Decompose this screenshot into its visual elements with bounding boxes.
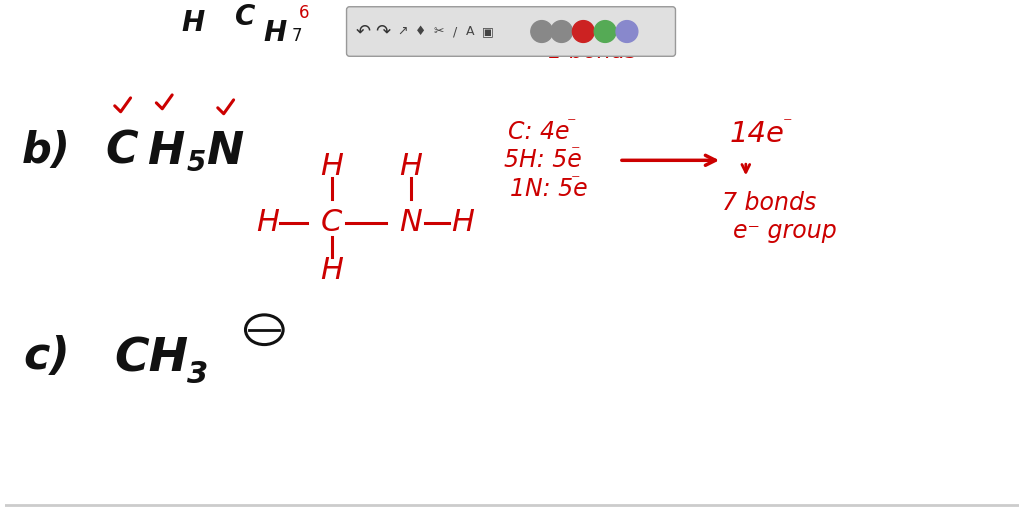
Text: N: N [399, 208, 422, 237]
Text: H: H [146, 130, 184, 173]
Circle shape [551, 21, 572, 43]
Circle shape [594, 21, 616, 43]
Text: ⁻: ⁻ [570, 143, 580, 161]
Text: H: H [256, 208, 279, 237]
Text: 7 bonds: 7 bonds [722, 191, 816, 215]
Text: e⁻ group: e⁻ group [733, 218, 837, 243]
Circle shape [530, 21, 553, 43]
Text: N: N [206, 130, 244, 173]
Text: 5: 5 [186, 149, 206, 177]
Text: CH: CH [115, 337, 188, 382]
Text: H: H [321, 152, 343, 181]
Text: 5H: 5e: 5H: 5e [504, 149, 582, 172]
Text: ⁻: ⁻ [570, 172, 580, 190]
Text: ▣: ▣ [482, 25, 495, 38]
FancyBboxPatch shape [346, 7, 676, 56]
Text: A: A [466, 25, 475, 38]
Text: /: / [454, 25, 458, 38]
Circle shape [616, 21, 638, 43]
Text: 7: 7 [292, 27, 302, 45]
Text: H: H [181, 9, 205, 36]
Text: C: C [322, 208, 342, 237]
Text: 1 bonds: 1 bonds [548, 42, 637, 62]
Text: 1N: 5e: 1N: 5e [510, 177, 588, 201]
Text: ↶: ↶ [355, 23, 371, 41]
Text: 14e: 14e [730, 120, 784, 148]
Text: b): b) [22, 131, 71, 172]
Text: H: H [399, 152, 422, 181]
Text: c): c) [23, 335, 70, 378]
Text: 3: 3 [187, 360, 209, 389]
Text: ✂: ✂ [433, 25, 444, 38]
Text: ⁻: ⁻ [782, 115, 792, 133]
Text: C: C [236, 3, 256, 31]
Text: ↗: ↗ [396, 25, 408, 38]
Text: ♦: ♦ [415, 25, 426, 38]
Text: H: H [321, 256, 343, 285]
Text: H: H [263, 19, 287, 46]
Text: ↷: ↷ [376, 23, 391, 41]
Text: C: C [105, 130, 138, 173]
Text: ⁻: ⁻ [566, 115, 575, 133]
Circle shape [572, 21, 594, 43]
Text: H: H [451, 208, 474, 237]
Text: 6: 6 [299, 4, 309, 22]
Text: C: 4e: C: 4e [508, 120, 569, 143]
